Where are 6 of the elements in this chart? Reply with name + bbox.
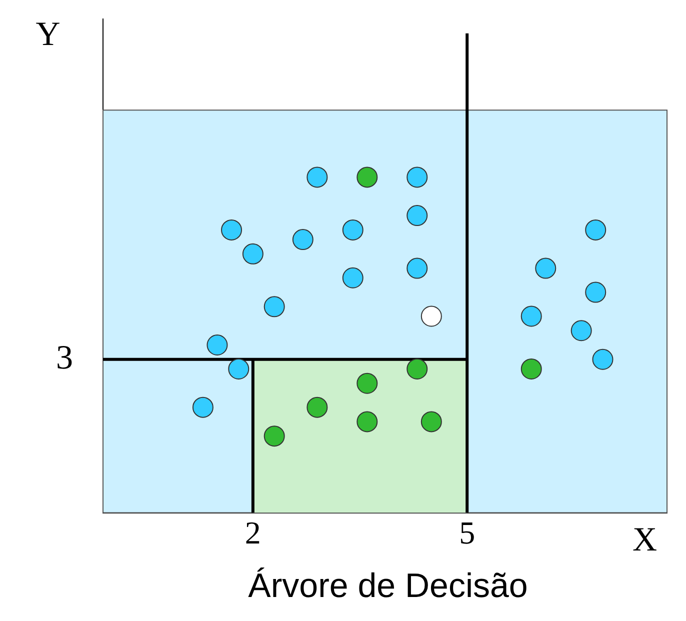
x-tick-label: 2 (244, 514, 261, 550)
y-axis-title: Y (36, 16, 60, 53)
x-axis-title: X (632, 522, 657, 559)
text: 3 (56, 339, 73, 376)
x-tick-label: 5 (459, 514, 476, 550)
text: Árvore de Decisão (248, 566, 528, 605)
